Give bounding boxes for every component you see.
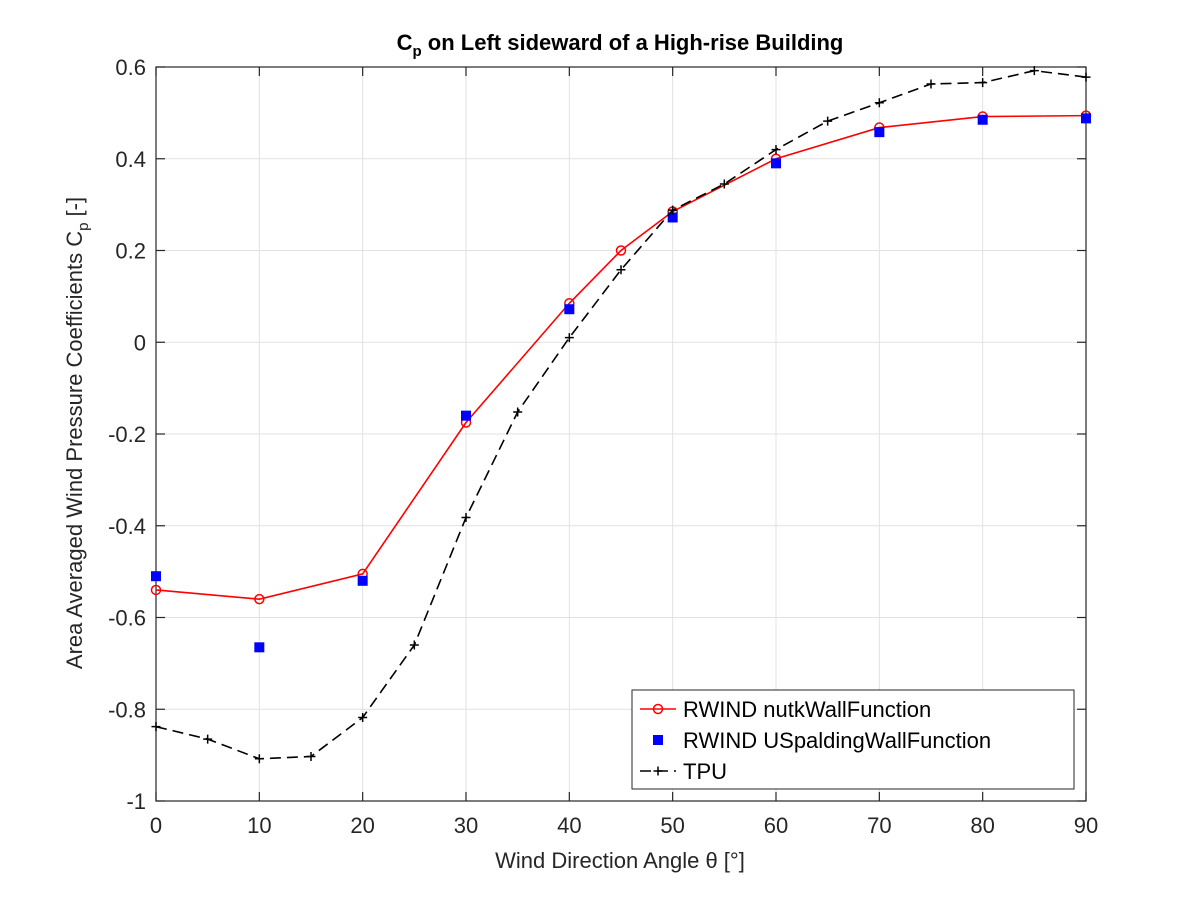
legend-label: RWIND USpaldingWallFunction [683,728,991,753]
data-point [653,735,663,745]
ylabel-main: Area Averaged Wind Pressure Coefficients… [62,231,87,669]
x-tick-label: 10 [247,813,271,838]
title-rest: on Left sideward of a High-rise Building [422,30,844,55]
data-point [513,407,523,417]
data-point [564,304,575,315]
legend: RWIND nutkWallFunction RWIND USpaldingWal… [631,689,1075,790]
data-point [823,116,833,126]
data-point [409,640,419,650]
data-point [1081,113,1091,124]
x-tick-label: 40 [557,813,581,838]
data-point [151,571,161,582]
data-point [461,512,471,522]
series-3 [151,66,1091,764]
data-point [771,158,781,169]
data-point [1081,72,1091,82]
y-tick-label: 0.2 [115,239,146,264]
x-tick-label: 0 [150,813,162,838]
data-point [652,703,664,715]
data-point [254,593,265,605]
data-point [653,766,663,776]
y-tick-label: 0.4 [115,147,146,172]
data-point [616,265,626,275]
legend-box [631,689,1075,790]
x-tick-label: 60 [764,813,788,838]
ylabel-subscript: p [75,223,92,231]
x-tick-label: 20 [350,813,374,838]
data-point [977,114,988,125]
y-tick-label: 0 [134,330,146,355]
data-point [151,722,161,732]
data-point [926,79,936,89]
series-line [155,114,1087,600]
y-tick-label: -0.8 [108,697,146,722]
data-point [719,179,729,189]
x-tick-label: 80 [970,813,994,838]
y-tick-label: -1 [126,789,146,814]
data-point [1029,66,1039,76]
title-main: C [397,30,413,55]
data-point [203,734,213,744]
y-tick-label: -0.2 [108,422,146,447]
ticks: 0 10 20 30 40 50 60 70 80 90 -1 -0.8 -0.6 -0.4 -0.2 0 0.… [108,55,1098,838]
title-subscript: p [413,43,422,60]
x-tick-label: 90 [1074,813,1098,838]
y-axis-label: Area Averaged Wind Pressure Coefficients… [62,197,92,669]
x-tick-label: 70 [867,813,891,838]
data-point [771,145,781,155]
data-point [254,754,264,764]
data-point [358,713,368,723]
data-point [978,78,988,88]
data-point [615,245,627,256]
series [150,66,1092,764]
data-point [564,333,574,343]
legend-label: RWIND nutkWallFunction [683,697,931,722]
data-point [461,410,471,421]
data-point [254,642,265,653]
legend-label: TPU [683,759,727,784]
series-2 [151,113,1091,653]
x-tick-label: 30 [454,813,478,838]
data-point [150,584,162,596]
y-tick-label: -0.4 [108,514,146,539]
data-point [306,752,316,762]
chart-title: Cp on Left sideward of a High-rise Build… [397,30,844,60]
y-tick-label: 0.6 [115,55,146,80]
data-point [357,575,368,586]
x-axis-label: Wind Direction Angle θ [°] [495,848,745,873]
data-point [874,127,885,138]
data-point [874,98,884,108]
ylabel-rest: [-] [62,197,87,223]
data-point [668,205,678,215]
y-tick-label: -0.6 [108,606,146,631]
x-tick-label: 50 [660,813,684,838]
